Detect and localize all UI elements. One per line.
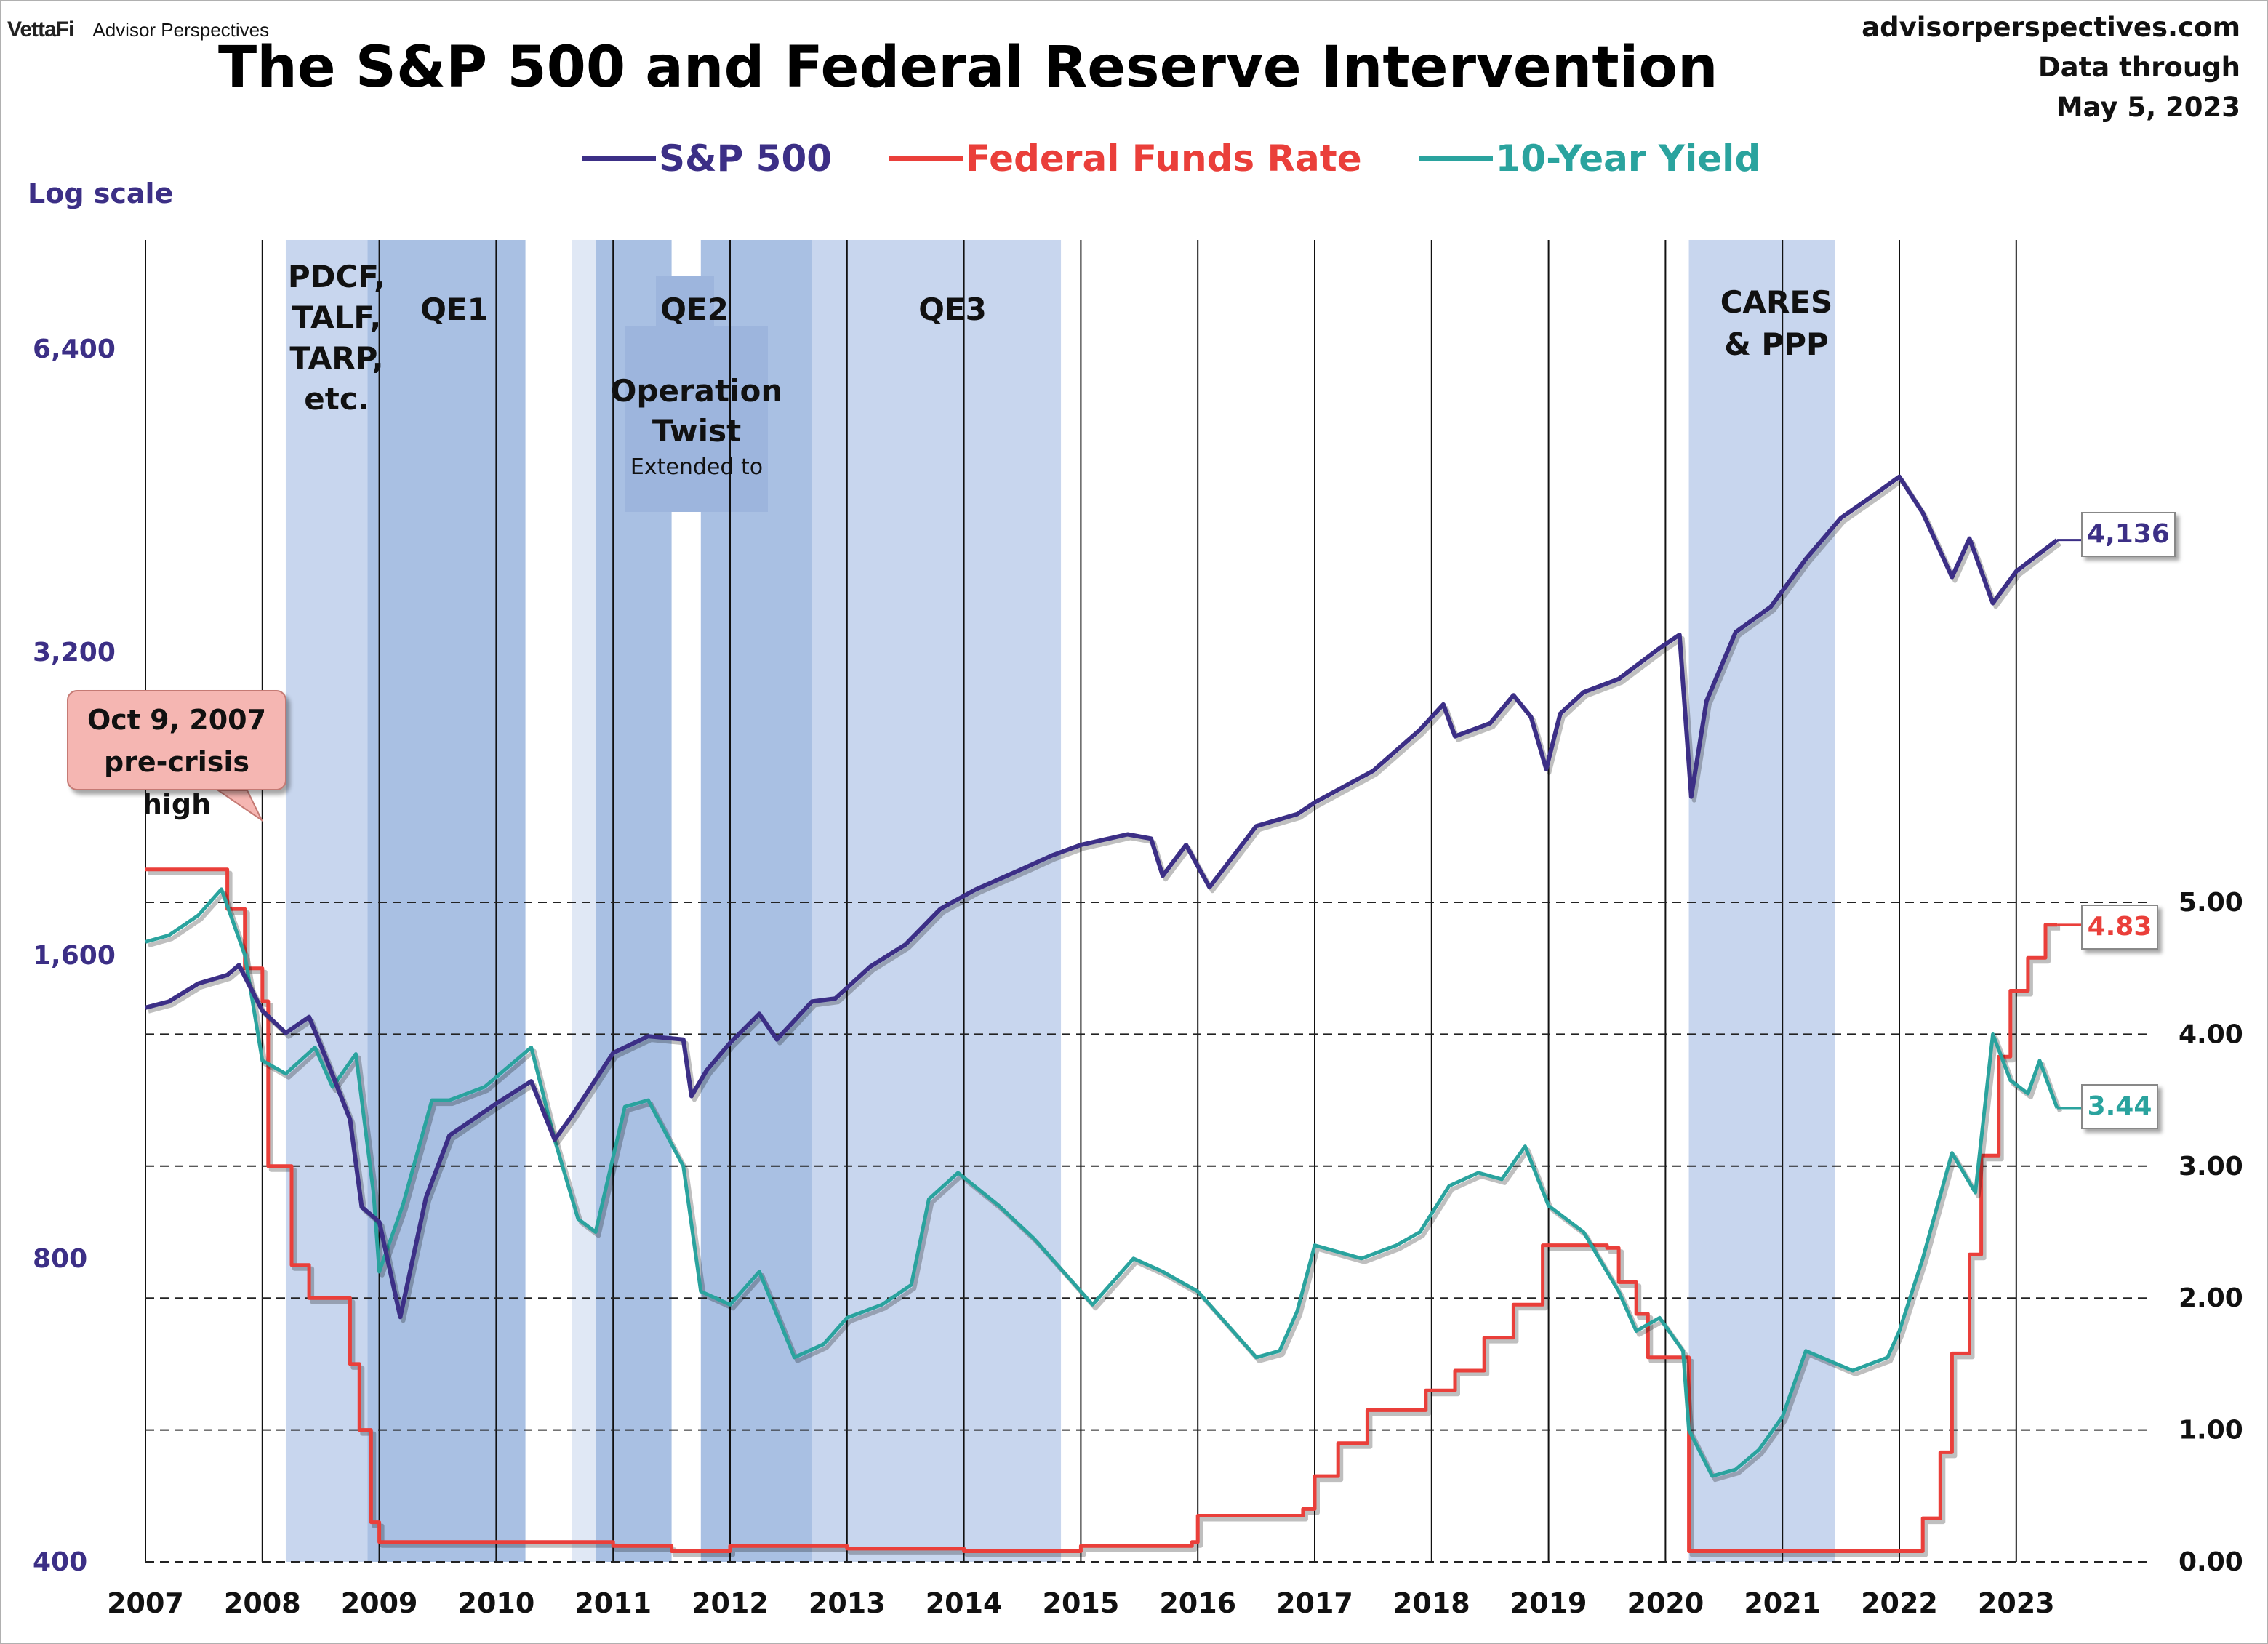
- x-tick-label-2014: 2014: [926, 1587, 1003, 1619]
- band-1: [367, 240, 526, 1562]
- sp500-line: [145, 474, 2059, 1320]
- right-tick-label-5: 5.00: [2179, 888, 2243, 918]
- fed-funds-last-value-box: 4.83: [2081, 905, 2158, 950]
- right-tick-label-3: 3.00: [2179, 1152, 2243, 1182]
- chart-title: The S&P 500 and Federal Reserve Interven…: [218, 35, 1718, 100]
- x-tick-label-2015: 2015: [1043, 1587, 1120, 1619]
- band-label-0-line-1: TALF,: [292, 300, 382, 335]
- callout-date: Oct 9, 2007: [87, 704, 267, 736]
- band-6: [1688, 240, 1835, 1562]
- band-label-6-line-0: CARES: [1720, 284, 1833, 320]
- x-tick-label-2009: 2009: [341, 1587, 418, 1619]
- legend-swatch-sp500: [582, 156, 656, 161]
- ten-year-last-value-box: 3.44: [2081, 1084, 2158, 1129]
- operation-twist-box: [625, 326, 768, 512]
- x-tick-label-2023: 2023: [1978, 1587, 2055, 1619]
- legend-item-ten-year: 10-Year Yield: [1418, 137, 1761, 180]
- x-tick-label-2008: 2008: [224, 1587, 301, 1619]
- legend-swatch-fed-funds: [889, 156, 963, 161]
- band-label-4-line-1: Twist: [652, 413, 741, 449]
- source-info: advisorperspectives.com Data through May…: [1862, 7, 2240, 127]
- qe2-label-box: [656, 276, 714, 327]
- x-tick-label-2017: 2017: [1276, 1587, 1353, 1619]
- band-label-3-line-0: QE2: [660, 292, 729, 327]
- left-tick-label-800: 800: [33, 1244, 87, 1274]
- band-label-0-line-2: TARP,: [289, 340, 383, 376]
- legend: S&P 500 Federal Funds Rate 10-Year Yield: [582, 133, 1817, 184]
- brand: VettaFi Advisor Perspectives: [7, 17, 269, 47]
- right-tick-label-0: 0.00: [2179, 1547, 2243, 1577]
- x-tick-label-2021: 2021: [1744, 1587, 1821, 1619]
- callout-text: pre-crisis high: [103, 746, 250, 820]
- x-tick-label-2007: 2007: [107, 1587, 184, 1619]
- callout-pointer: [215, 790, 264, 822]
- legend-item-fed-funds: Federal Funds Rate: [889, 137, 1362, 180]
- ten-year-line: [145, 887, 2059, 1478]
- x-tick-label-2012: 2012: [692, 1587, 769, 1619]
- x-tick-label-2018: 2018: [1393, 1587, 1470, 1619]
- brand-subtitle: Advisor Perspectives: [92, 19, 270, 41]
- band-5: [812, 240, 1062, 1562]
- site-url: advisorperspectives.com: [1862, 12, 2240, 43]
- x-tick-label-2011: 2011: [574, 1587, 652, 1619]
- legend-label-sp500: S&P 500: [659, 137, 833, 180]
- x-tick-label-2013: 2013: [809, 1587, 886, 1619]
- legend-label-fed-funds: Federal Funds Rate: [966, 137, 1362, 180]
- data-through-date: May 5, 2023: [2056, 92, 2240, 123]
- pre-crisis-callout: Oct 9, 2007 pre-crisis high: [67, 690, 286, 820]
- left-tick-label-6400: 6,400: [33, 334, 116, 364]
- data-through-label: Data through: [2037, 52, 2240, 83]
- sp500-last-value-box: 4,136: [2081, 512, 2176, 557]
- left-tick-label-3200: 3,200: [33, 638, 116, 667]
- left-tick-label-1600: 1,600: [33, 941, 116, 971]
- right-tick-label-4: 4.00: [2179, 1019, 2243, 1049]
- x-tick-label-2019: 2019: [1510, 1587, 1587, 1619]
- band-label-1-line-0: QE1: [420, 292, 489, 327]
- band-0: [285, 240, 368, 1562]
- band-label-4-line-0: Operation: [611, 373, 783, 409]
- right-tick-label-1: 1.00: [2179, 1416, 2243, 1445]
- fed-funds-shadow: [148, 870, 2061, 1557]
- band-2: [572, 240, 596, 1562]
- fed-funds-line: [145, 867, 2058, 1553]
- band-label-6-line-1: & PPP: [1724, 326, 1829, 362]
- band-label-5-line-0: QE3: [918, 292, 987, 327]
- ten-year-shadow: [148, 890, 2062, 1483]
- legend-item-sp500: S&P 500: [582, 137, 832, 180]
- x-tick-label-2010: 2010: [458, 1587, 535, 1619]
- x-tick-label-2020: 2020: [1627, 1587, 1704, 1619]
- legend-label-ten-year: 10-Year Yield: [1495, 137, 1761, 180]
- right-tick-label-2: 2.00: [2179, 1283, 2243, 1313]
- band-label-0-line-0: PDCF,: [288, 259, 385, 294]
- brand-logo: VettaFi: [7, 17, 74, 41]
- legend-swatch-ten-year: [1418, 156, 1493, 161]
- operation-twist-sublabel: Extended to: [630, 454, 763, 480]
- left-axis-label: Log scale: [28, 177, 174, 209]
- left-tick-label-400: 400: [33, 1547, 87, 1577]
- band-label-0-line-3: etc.: [304, 381, 369, 417]
- x-tick-label-2022: 2022: [1861, 1587, 1938, 1619]
- x-tick-label-2016: 2016: [1159, 1587, 1236, 1619]
